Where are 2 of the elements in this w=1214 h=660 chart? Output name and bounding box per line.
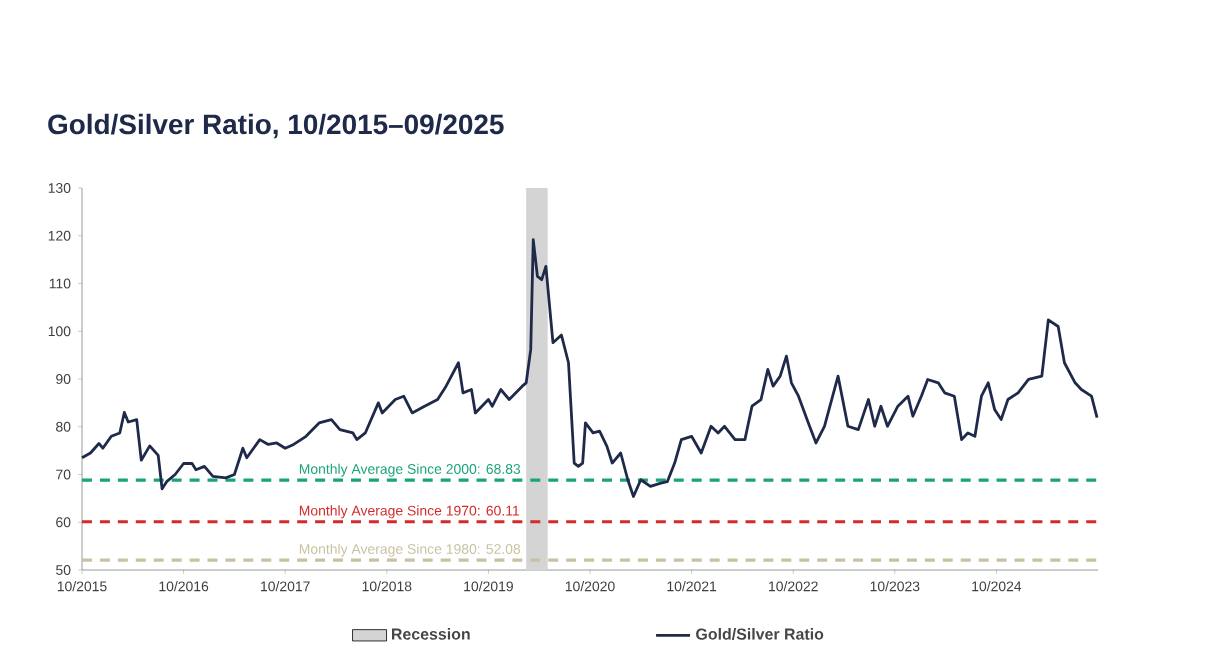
chart-title: Gold/Silver Ratio, 10/2015–09/2025 [48,113,504,139]
line-series [80,238,1099,498]
